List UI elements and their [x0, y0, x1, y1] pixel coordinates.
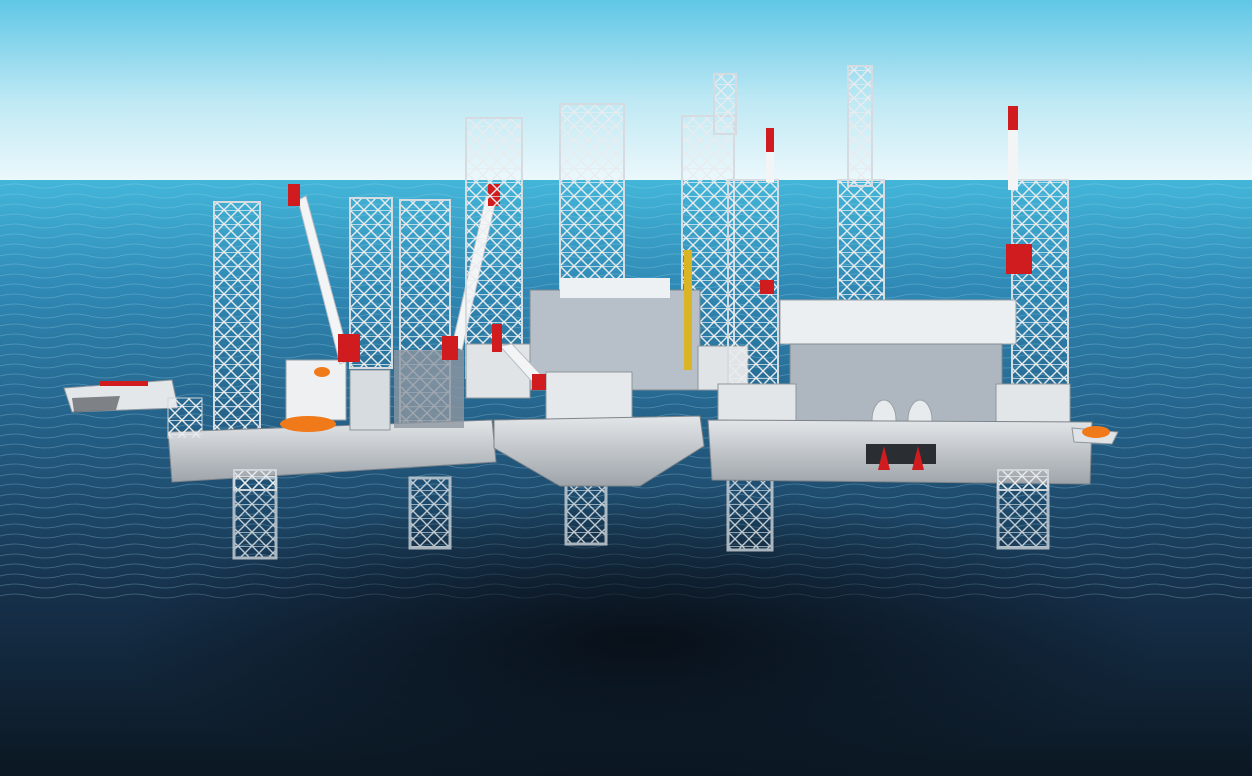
upper-legs: [233, 469, 1049, 491]
sky: [0, 0, 1252, 185]
lifeboat-icon: [280, 416, 336, 432]
helideck: [63, 379, 179, 413]
platform-reflection: [120, 490, 1160, 776]
right-platform: [707, 65, 1119, 485]
lifeboat-icon: [1082, 426, 1110, 438]
center-platform: [465, 73, 749, 487]
